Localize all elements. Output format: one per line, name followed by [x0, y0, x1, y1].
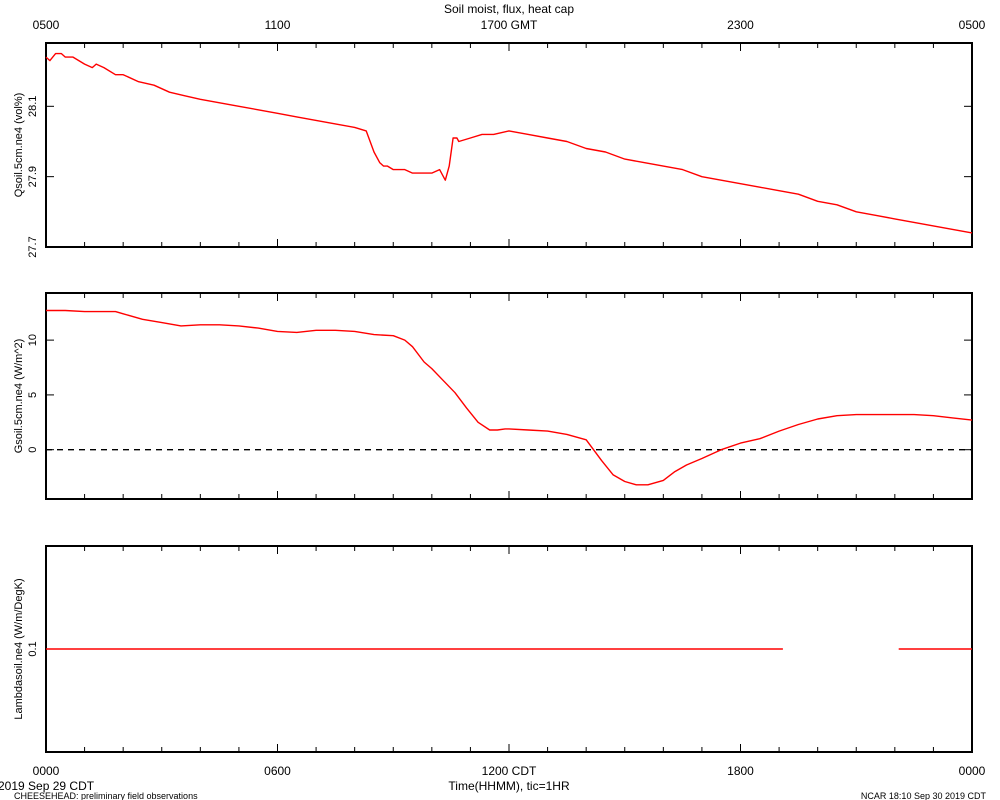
y-axis-label: Gsoil.5cm.ne4 (W/m^2)	[13, 339, 25, 454]
y-tick-label: 28.1	[27, 96, 39, 117]
date-label: 2019 Sep 29 CDT	[0, 779, 95, 793]
top-tick-label: 1700 GMT	[481, 18, 538, 32]
bottom-tick-label: 0600	[264, 764, 291, 778]
y-tick-label: 27.9	[27, 166, 39, 187]
top-tick-label: 2300	[727, 18, 754, 32]
top-tick-label: 0500	[33, 18, 60, 32]
chart-title: Soil moist, flux, heat cap	[444, 2, 574, 16]
top-tick-label: 0500	[959, 18, 986, 32]
x-axis-label: Time(HHMM), tic=1HR	[448, 779, 570, 793]
y-axis-label: Qsoil.5cm.ne4 (vol%)	[13, 93, 25, 198]
footer-left: CHEESEHEAD: preliminary field observatio…	[14, 791, 198, 800]
footer-right: NCAR 18:10 Sep 30 2019 CDT	[861, 791, 987, 800]
bottom-tick-label: 1200 CDT	[482, 764, 537, 778]
top-axis-tick-labels: 0500 1100 1700 GMT 2300 0500	[33, 18, 986, 32]
series-line	[45, 52, 973, 234]
y-tick-label: 0.1	[27, 641, 39, 656]
y-tick-label: 10	[27, 334, 39, 346]
bottom-tick-label: 0000	[33, 764, 60, 778]
bottom-tick-label: 0000	[959, 764, 986, 778]
bottom-axis-tick-labels: 0000 0600 1200 CDT 1800 0000	[33, 764, 986, 778]
y-tick-label: 5	[27, 392, 39, 398]
plot-frame	[45, 292, 973, 500]
plot-frame	[45, 42, 973, 248]
y-tick-label: 0	[27, 447, 39, 453]
y-axis-label: Lambdasoil.ne4 (W/m/DegK)	[13, 578, 25, 719]
bottom-tick-label: 1800	[727, 764, 754, 778]
y-tick-label: 27.7	[27, 236, 39, 257]
series-line	[46, 309, 973, 486]
top-tick-label: 1100	[265, 18, 291, 32]
